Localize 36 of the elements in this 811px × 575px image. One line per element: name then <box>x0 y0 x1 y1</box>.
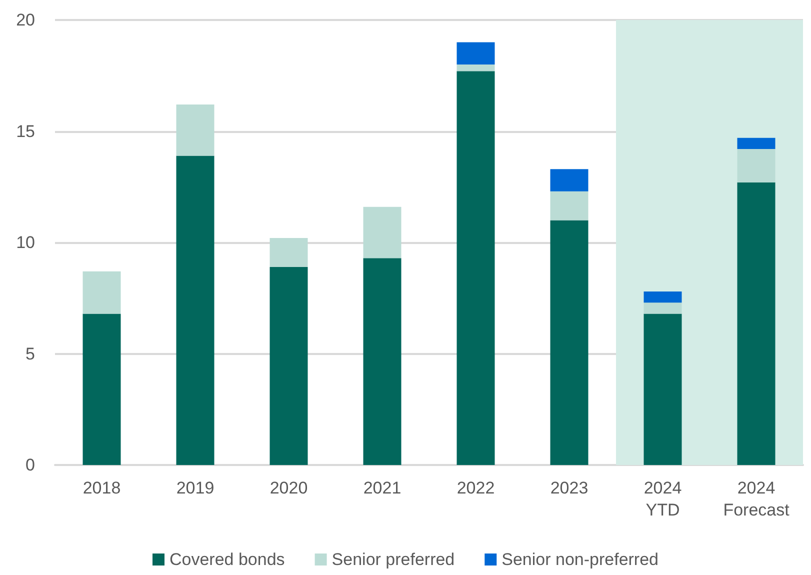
x-tick-label: 2019 <box>176 478 214 498</box>
legend-label: Senior preferred <box>332 550 455 569</box>
x-tick-label: 2021 <box>363 478 402 498</box>
bar <box>737 138 776 150</box>
y-tick-label: 20 <box>16 10 35 30</box>
x-tick-label: 2020 <box>270 478 308 498</box>
bar <box>363 258 402 465</box>
bar <box>82 271 121 314</box>
x-tick-label: 2018 <box>82 478 121 498</box>
y-tick-label: 10 <box>16 233 35 252</box>
bar <box>270 266 308 465</box>
x-tick-label: 2024 Forecast <box>723 478 790 520</box>
bar <box>176 104 214 156</box>
y-tick-label: 5 <box>26 344 35 364</box>
x-tick-label: 2024 YTD <box>644 478 682 520</box>
legend-label: Covered bonds <box>169 550 285 569</box>
bar <box>644 314 682 465</box>
bar <box>644 291 682 303</box>
bar <box>737 149 776 182</box>
bar <box>550 191 588 220</box>
y-tick-label: 0 <box>26 456 35 474</box>
x-tick-label: 2023 <box>550 478 588 498</box>
bar <box>176 156 214 465</box>
x-tick-label: 2022 <box>456 478 495 498</box>
bar <box>456 42 495 64</box>
bar <box>456 64 495 72</box>
bar <box>644 302 682 314</box>
bar <box>550 169 588 192</box>
bar <box>270 238 308 267</box>
bar <box>82 314 121 465</box>
bar <box>550 220 588 465</box>
bar <box>363 206 402 258</box>
bar <box>456 71 495 465</box>
legend-label: Senior non-preferred <box>502 550 659 569</box>
bar <box>737 182 776 465</box>
y-tick-label: 15 <box>16 122 35 141</box>
